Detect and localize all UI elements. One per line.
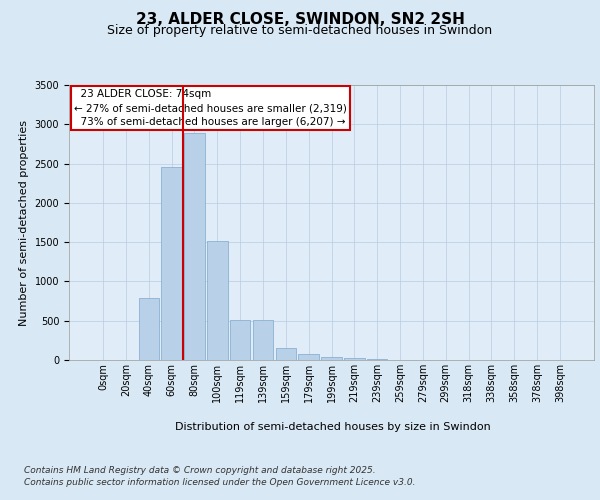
Bar: [321, 357, 342, 360]
Bar: [161, 168, 182, 360]
Text: 23, ALDER CLOSE, SWINDON, SN2 2SH: 23, ALDER CLOSE, SWINDON, SN2 2SH: [136, 12, 464, 28]
Bar: [367, 359, 388, 360]
Bar: [184, 133, 205, 360]
Text: Contains HM Land Registry data © Crown copyright and database right 2025.: Contains HM Land Registry data © Crown c…: [24, 466, 376, 475]
Bar: [275, 348, 296, 360]
Bar: [344, 358, 365, 360]
Text: 23 ALDER CLOSE: 74sqm
← 27% of semi-detached houses are smaller (2,319)
  73% of: 23 ALDER CLOSE: 74sqm ← 27% of semi-deta…: [74, 89, 347, 127]
Bar: [207, 242, 227, 360]
Y-axis label: Number of semi-detached properties: Number of semi-detached properties: [19, 120, 29, 326]
Text: Contains public sector information licensed under the Open Government Licence v3: Contains public sector information licen…: [24, 478, 415, 487]
Text: Distribution of semi-detached houses by size in Swindon: Distribution of semi-detached houses by …: [175, 422, 491, 432]
Bar: [253, 320, 273, 360]
Text: Size of property relative to semi-detached houses in Swindon: Size of property relative to semi-detach…: [107, 24, 493, 37]
Bar: [230, 320, 250, 360]
Bar: [139, 298, 159, 360]
Bar: [298, 354, 319, 360]
